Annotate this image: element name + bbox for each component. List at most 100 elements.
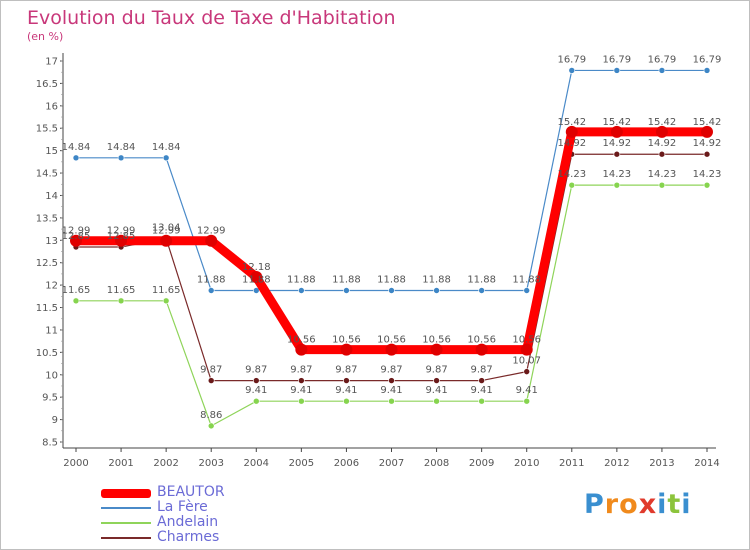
data-point-charmes — [523, 368, 531, 375]
data-point-andelain — [207, 422, 215, 430]
data-point-andelain — [72, 297, 80, 305]
data-point-charmes — [433, 377, 440, 384]
data-label-charmes: 9.87 — [200, 365, 222, 376]
data-label-beautor: 12.99 — [197, 226, 226, 237]
data-label-beautor: 10.56 — [512, 335, 541, 346]
y-tick-label: 16.5 — [36, 79, 58, 90]
data-point-andelain — [162, 297, 170, 305]
data-point-charmes — [343, 377, 350, 384]
unit-label: (en %) — [27, 30, 64, 43]
data-label-andelain: 9.41 — [471, 385, 493, 396]
series-beautor — [70, 125, 713, 356]
data-point-beautor — [250, 271, 263, 284]
chart-title: Evolution du Taux de Taxe d'Habitation — [27, 7, 396, 29]
legend-label-la-f-re: La Fère — [157, 499, 208, 515]
logo-letter: x — [638, 489, 658, 520]
data-label-charmes: 12.85 — [62, 231, 91, 242]
x-tick-label: 2004 — [244, 458, 269, 469]
y-tick-label: 16 — [45, 101, 58, 112]
data-point-charmes — [703, 150, 711, 158]
legend-label-charmes: Charmes — [157, 529, 220, 545]
data-label-charmes: 9.87 — [471, 365, 493, 376]
data-label-la-f-re: 11.88 — [242, 274, 271, 285]
data-label-charmes: 9.87 — [290, 365, 312, 376]
data-point-andelain — [388, 397, 395, 405]
legend-swatch-la-f-re — [101, 507, 151, 509]
data-label-la-f-re: 11.88 — [422, 274, 451, 285]
data-label-andelain: 11.65 — [107, 285, 136, 296]
series-layer — [70, 67, 713, 430]
data-point-andelain — [568, 181, 576, 189]
data-point-la-f-re — [207, 287, 215, 294]
data-point-andelain — [343, 397, 350, 405]
data-point-charmes — [478, 377, 485, 384]
y-tick-label: 17 — [45, 57, 58, 68]
x-tick-label: 2013 — [649, 458, 674, 469]
data-point-beautor — [340, 343, 353, 356]
data-point-la-f-re — [703, 67, 711, 74]
data-point-andelain — [298, 397, 305, 405]
data-point-beautor — [160, 234, 173, 247]
data-point-andelain — [117, 297, 125, 305]
legend-swatch-charmes — [101, 537, 151, 539]
data-label-la-f-re: 14.84 — [107, 142, 136, 153]
data-label-la-f-re: 11.88 — [377, 274, 406, 285]
data-labels: 14.84 14.84 14.84 11.88 11.88 11.88 11.88 11.88… — [62, 54, 722, 420]
data-label-la-f-re: 16.79 — [603, 54, 632, 65]
data-label-la-f-re: 11.88 — [197, 274, 226, 285]
y-tick-label: 13 — [45, 236, 58, 247]
data-label-beautor: 12.18 — [242, 262, 271, 273]
axes: 8.5 9 9.5 10 10.5 11 11.5 12 12.5 13 13.5 14 14.5 15 1… — [36, 53, 720, 469]
y-tick-label: 15.5 — [36, 124, 58, 135]
data-label-charmes: 9.87 — [335, 365, 357, 376]
data-point-andelain — [523, 397, 531, 405]
series-andelain — [72, 181, 711, 430]
data-label-la-f-re: 16.79 — [648, 54, 677, 65]
data-point-beautor — [205, 234, 218, 247]
data-label-beautor: 10.56 — [422, 335, 451, 346]
data-point-charmes — [252, 377, 260, 384]
data-point-la-f-re — [388, 287, 395, 294]
data-point-andelain — [478, 397, 485, 405]
data-label-la-f-re: 11.88 — [332, 274, 361, 285]
data-point-la-f-re — [72, 154, 80, 162]
data-label-beautor: 15.42 — [603, 117, 632, 128]
data-point-beautor — [565, 125, 578, 138]
y-tick-label: 14 — [45, 191, 58, 202]
data-label-andelain: 8.86 — [200, 410, 222, 421]
data-label-andelain: 9.41 — [380, 385, 402, 396]
series-line-la-f-re — [76, 69, 707, 292]
x-tick-label: 2009 — [469, 458, 494, 469]
y-tick-label: 8.5 — [42, 438, 58, 449]
y-tick-label: 15 — [45, 146, 58, 157]
logo-letter: t — [667, 489, 682, 520]
data-label-charmes: 9.87 — [425, 365, 447, 376]
data-point-la-f-re — [433, 287, 440, 294]
data-point-la-f-re — [252, 287, 260, 294]
data-label-beautor: 12.99 — [152, 226, 181, 237]
y-tick-label: 12.5 — [36, 258, 58, 269]
data-point-andelain — [613, 181, 621, 189]
data-point-la-f-re — [613, 67, 621, 74]
y-tick-label: 9 — [52, 415, 58, 426]
y-tick-label: 11 — [45, 325, 58, 336]
proxiti-logo: Proxiti — [584, 489, 692, 520]
logo-letter: r — [604, 489, 620, 520]
data-label-beautor: 12.99 — [107, 226, 136, 237]
data-point-andelain — [433, 397, 440, 405]
data-point-beautor — [520, 343, 533, 356]
data-label-la-f-re: 11.88 — [467, 274, 496, 285]
y-tick-label: 14.5 — [36, 169, 58, 180]
data-label-andelain: 9.41 — [516, 385, 538, 396]
data-label-charmes: 14.92 — [648, 138, 677, 149]
data-label-la-f-re: 14.84 — [152, 142, 181, 153]
data-point-la-f-re — [658, 67, 666, 74]
logo-letter: i — [681, 489, 692, 520]
data-point-beautor — [655, 125, 668, 138]
data-label-beautor: 12.99 — [62, 226, 91, 237]
legend-swatch-beautor — [101, 488, 151, 498]
data-point-andelain — [703, 181, 711, 189]
x-tick-label: 2000 — [63, 458, 88, 469]
data-label-charmes: 14.92 — [693, 138, 722, 149]
